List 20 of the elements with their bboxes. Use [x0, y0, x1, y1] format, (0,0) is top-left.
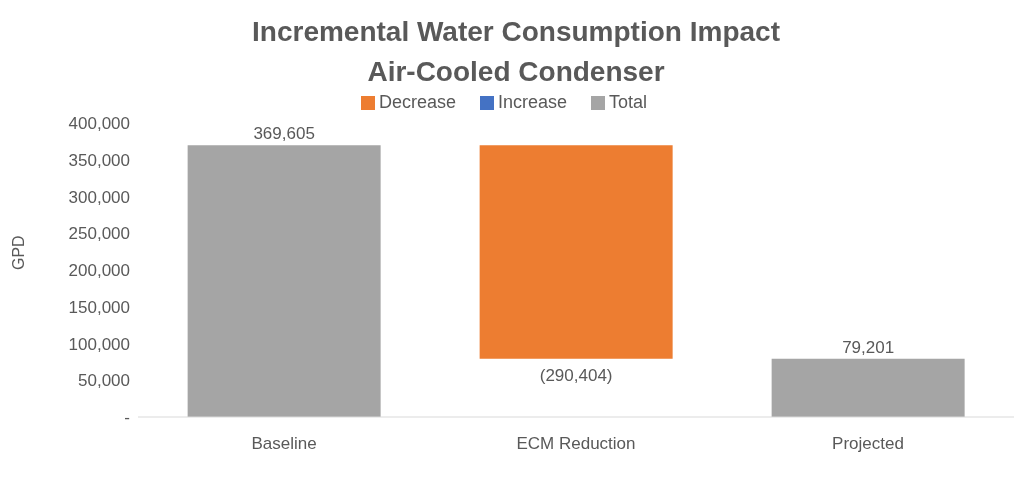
- y-tick-label: 300,000: [68, 187, 130, 207]
- y-tick-label: 400,000: [68, 114, 130, 134]
- y-tick-label: 200,000: [68, 261, 130, 281]
- y-tick-label: 350,000: [68, 150, 130, 170]
- x-tick-label: ECM Reduction: [516, 434, 636, 454]
- y-tick-label: 250,000: [68, 224, 130, 244]
- chart-title: Incremental Water Consumption Impact Air-Cooled Condenser: [251, 15, 781, 89]
- data-label: 79,201: [842, 337, 895, 357]
- y-tick-label: 100,000: [68, 334, 130, 354]
- y-axis-title: GPD: [9, 235, 27, 270]
- y-tick-label: 50,000: [78, 371, 130, 391]
- legend-label: Total: [609, 92, 648, 112]
- y-tick-label: 150,000: [68, 297, 130, 317]
- legend-label: Decrease: [378, 92, 456, 112]
- legend-label: Increase: [497, 92, 568, 112]
- data-label: 369,605: [253, 124, 315, 144]
- x-tick-label: Baseline: [251, 434, 317, 454]
- x-tick-label: Projected: [832, 434, 904, 454]
- y-tick-label: -: [124, 408, 130, 428]
- data-label: (290,404): [539, 365, 613, 385]
